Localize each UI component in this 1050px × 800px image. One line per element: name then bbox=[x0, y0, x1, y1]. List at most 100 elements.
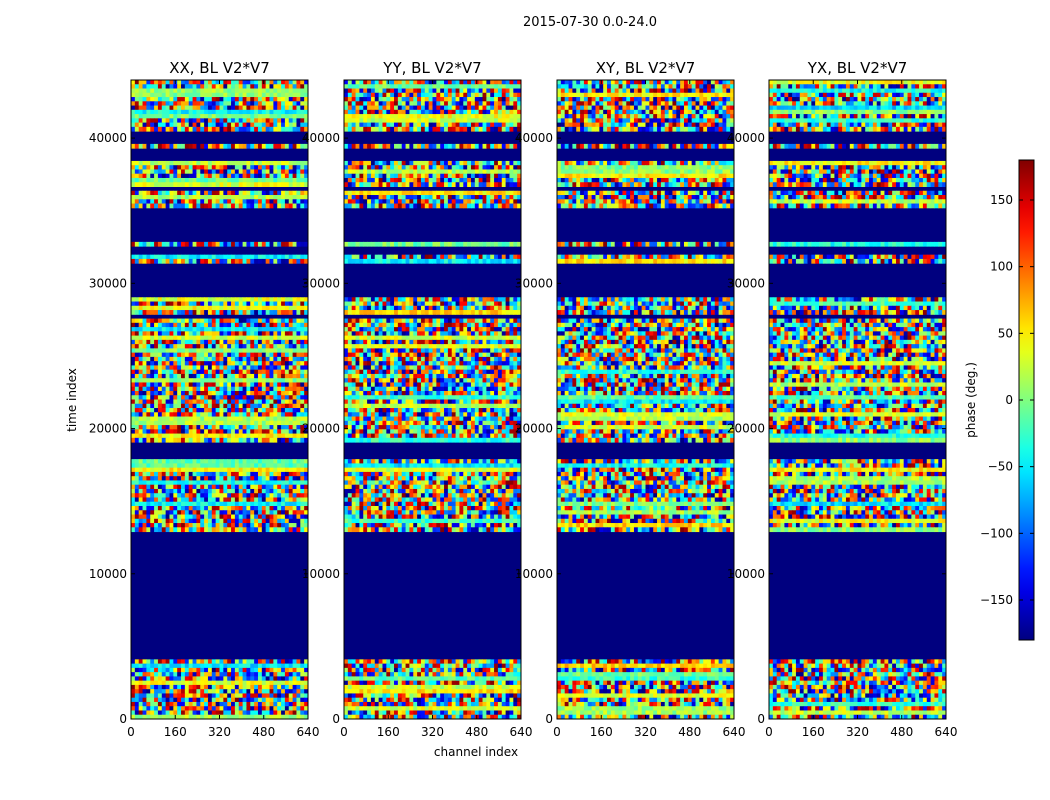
heatmap-cell bbox=[234, 84, 240, 90]
heatmap-cell bbox=[184, 352, 190, 358]
heatmap-cell bbox=[234, 663, 240, 669]
heatmap-cell bbox=[420, 80, 426, 85]
heatmap-cell bbox=[227, 305, 232, 311]
heatmap-cell bbox=[428, 105, 433, 111]
heatmap-cell bbox=[142, 523, 147, 528]
heatmap-cell bbox=[231, 105, 236, 111]
heatmap-cell bbox=[219, 659, 224, 665]
heatmap-cell bbox=[146, 403, 151, 409]
heatmap-cell bbox=[347, 160, 353, 166]
heatmap-cell bbox=[254, 527, 259, 533]
heatmap-cell bbox=[284, 344, 290, 349]
heatmap-cell bbox=[242, 378, 247, 383]
heatmap-cell bbox=[134, 433, 140, 439]
heatmap-cell bbox=[219, 429, 224, 435]
heatmap-cell bbox=[204, 114, 209, 119]
heatmap-cell bbox=[288, 429, 294, 435]
heatmap-cell bbox=[192, 663, 197, 669]
heatmap-cell bbox=[131, 356, 136, 362]
heatmap-cell bbox=[157, 80, 163, 85]
heatmap-cell bbox=[161, 425, 167, 430]
heatmap-cell bbox=[394, 105, 399, 111]
heatmap-cell bbox=[231, 467, 236, 473]
heatmap-cell bbox=[211, 484, 217, 490]
heatmap-cell bbox=[196, 84, 201, 90]
heatmap-cell bbox=[215, 348, 220, 354]
heatmap-cell bbox=[296, 331, 301, 337]
heatmap-cell bbox=[173, 676, 178, 682]
heatmap-cell bbox=[142, 680, 147, 686]
heatmap-cell bbox=[196, 476, 201, 481]
heatmap-cell bbox=[150, 459, 155, 464]
heatmap-cell bbox=[154, 101, 159, 107]
heatmap-cell bbox=[367, 92, 372, 98]
heatmap-cell bbox=[486, 105, 491, 111]
heatmap-cell bbox=[281, 241, 286, 247]
heatmap-cell bbox=[219, 84, 224, 90]
heatmap-cell bbox=[207, 659, 213, 665]
heatmap-cell bbox=[215, 126, 220, 132]
heatmap-cell bbox=[227, 689, 232, 694]
heatmap-cell bbox=[284, 684, 290, 690]
heatmap-cell bbox=[281, 318, 286, 324]
heatmap-cell bbox=[157, 101, 163, 107]
heatmap-cell bbox=[134, 297, 140, 303]
heatmap-cell bbox=[169, 680, 174, 686]
heatmap-cell bbox=[378, 97, 383, 102]
heatmap-cell bbox=[284, 126, 290, 132]
heatmap-cell bbox=[273, 659, 278, 665]
heatmap-cell bbox=[250, 177, 255, 183]
heatmap-cell bbox=[296, 437, 301, 443]
heatmap-cell bbox=[284, 471, 290, 477]
heatmap-cell bbox=[150, 659, 155, 665]
heatmap-cell bbox=[284, 701, 290, 707]
heatmap-cell bbox=[273, 433, 278, 439]
heatmap-cell bbox=[254, 689, 259, 694]
heatmap-cell bbox=[269, 408, 274, 413]
heatmap-cell bbox=[157, 356, 163, 362]
heatmap-cell bbox=[250, 327, 255, 332]
heatmap-cell bbox=[254, 160, 259, 166]
heatmap-cell bbox=[184, 693, 190, 699]
heatmap-cell bbox=[234, 429, 240, 435]
heatmap-cell bbox=[181, 165, 186, 170]
heatmap-cell bbox=[344, 84, 349, 90]
heatmap-cell bbox=[281, 322, 286, 328]
heatmap-cell bbox=[165, 241, 170, 247]
heatmap-cell bbox=[177, 463, 182, 469]
heatmap-cell bbox=[200, 369, 205, 375]
heatmap-cell bbox=[146, 322, 151, 328]
heatmap-cell bbox=[184, 169, 190, 175]
heatmap-cell bbox=[261, 395, 267, 400]
heatmap-cell bbox=[134, 663, 140, 669]
heatmap-cell bbox=[296, 390, 301, 396]
heatmap-cell bbox=[300, 416, 305, 422]
heatmap-cell bbox=[397, 92, 403, 98]
heatmap-cell bbox=[277, 173, 282, 179]
heatmap-cell bbox=[300, 195, 305, 200]
heatmap-cell bbox=[157, 399, 163, 405]
heatmap-cell bbox=[157, 403, 163, 409]
heatmap-cell bbox=[296, 199, 301, 205]
heatmap-cell bbox=[397, 118, 403, 124]
heatmap-cell bbox=[257, 514, 263, 520]
heatmap-cell bbox=[284, 369, 290, 375]
heatmap-cell bbox=[386, 177, 391, 183]
heatmap-cell bbox=[204, 165, 209, 170]
heatmap-cell bbox=[192, 689, 197, 694]
heatmap-cell bbox=[165, 437, 170, 443]
heatmap-cell bbox=[157, 476, 163, 481]
heatmap-cell bbox=[254, 365, 259, 371]
heatmap-cell bbox=[192, 471, 197, 477]
heatmap-cell bbox=[184, 484, 190, 490]
heatmap-cell bbox=[246, 697, 251, 703]
heatmap-cell bbox=[169, 493, 174, 498]
heatmap-cell bbox=[386, 118, 391, 124]
heatmap-cell bbox=[215, 680, 220, 686]
heatmap-cell bbox=[173, 173, 178, 179]
heatmap-cell bbox=[157, 97, 163, 102]
heatmap-cell bbox=[261, 408, 267, 413]
heatmap-cell bbox=[451, 126, 457, 132]
heatmap-cell bbox=[386, 169, 391, 175]
heatmap-cell bbox=[150, 190, 155, 196]
